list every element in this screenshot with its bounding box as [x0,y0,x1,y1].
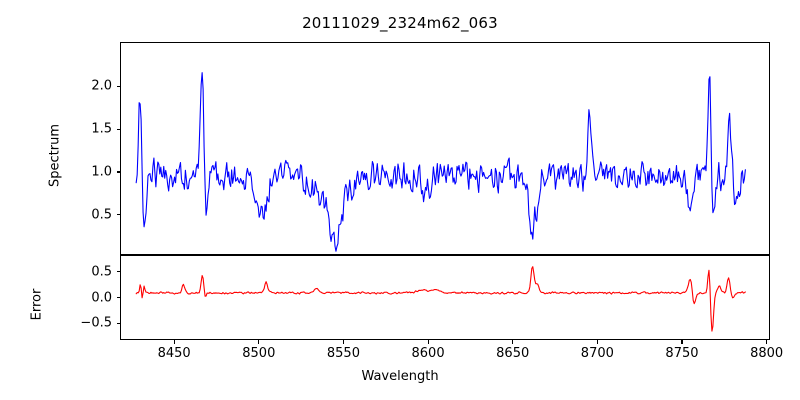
x-tickmark-0 [173,340,175,344]
x-tickmark-4 [512,340,514,344]
x-tick-label-5: 8700 [580,346,614,361]
error-plot-panel [120,255,770,340]
x-tick-label-2: 8550 [326,346,360,361]
y-tickmark-spectrum-1 [116,171,120,173]
x-tick-label-1: 8500 [242,346,276,361]
x-tickmark-7 [766,340,768,344]
x-tick-label-7: 8800 [750,346,784,361]
y-axis-label-error: Error [29,288,45,321]
y-tickmark-spectrum-3 [116,85,120,88]
y-tickmark-error-1 [116,296,120,299]
spectrum-line [136,73,745,252]
spectrum-plot-panel [120,42,770,255]
y-tick-label-error-0: −0.5 [80,315,112,331]
x-tick-label-0: 8450 [157,346,191,361]
x-tickmark-5 [596,340,598,344]
x-tickmark-2 [342,340,344,344]
y-tick-label-error-1: 0.0 [91,290,112,305]
error-line [136,267,745,331]
y-tickmark-error-0 [116,322,120,324]
x-tickmark-1 [258,340,260,344]
x-tick-label-4: 8650 [496,346,530,361]
spectrum-series-plot [121,43,769,254]
y-tickmark-spectrum-2 [116,128,120,130]
error-series-plot [121,256,769,339]
y-tick-label-spectrum-3: 2.0 [91,78,112,94]
y-tick-label-spectrum-2: 1.5 [91,121,112,137]
x-axis-label: Wavelength [361,369,439,384]
y-axis-label-spectrum: Spectrum [47,124,63,187]
x-tick-label-6: 8750 [665,346,699,361]
chart-title: 20111029_2324m62_063 [302,14,498,32]
y-tick-label-error-2: 0.5 [91,264,112,280]
x-tick-label-3: 8600 [411,346,445,361]
y-tickmark-error-2 [116,271,120,273]
x-tickmark-6 [681,340,683,344]
y-tick-label-spectrum-0: 0.5 [91,207,112,223]
y-tick-label-spectrum-1: 1.0 [91,164,112,180]
x-tickmark-3 [427,340,429,344]
y-tickmark-spectrum-0 [116,214,120,216]
